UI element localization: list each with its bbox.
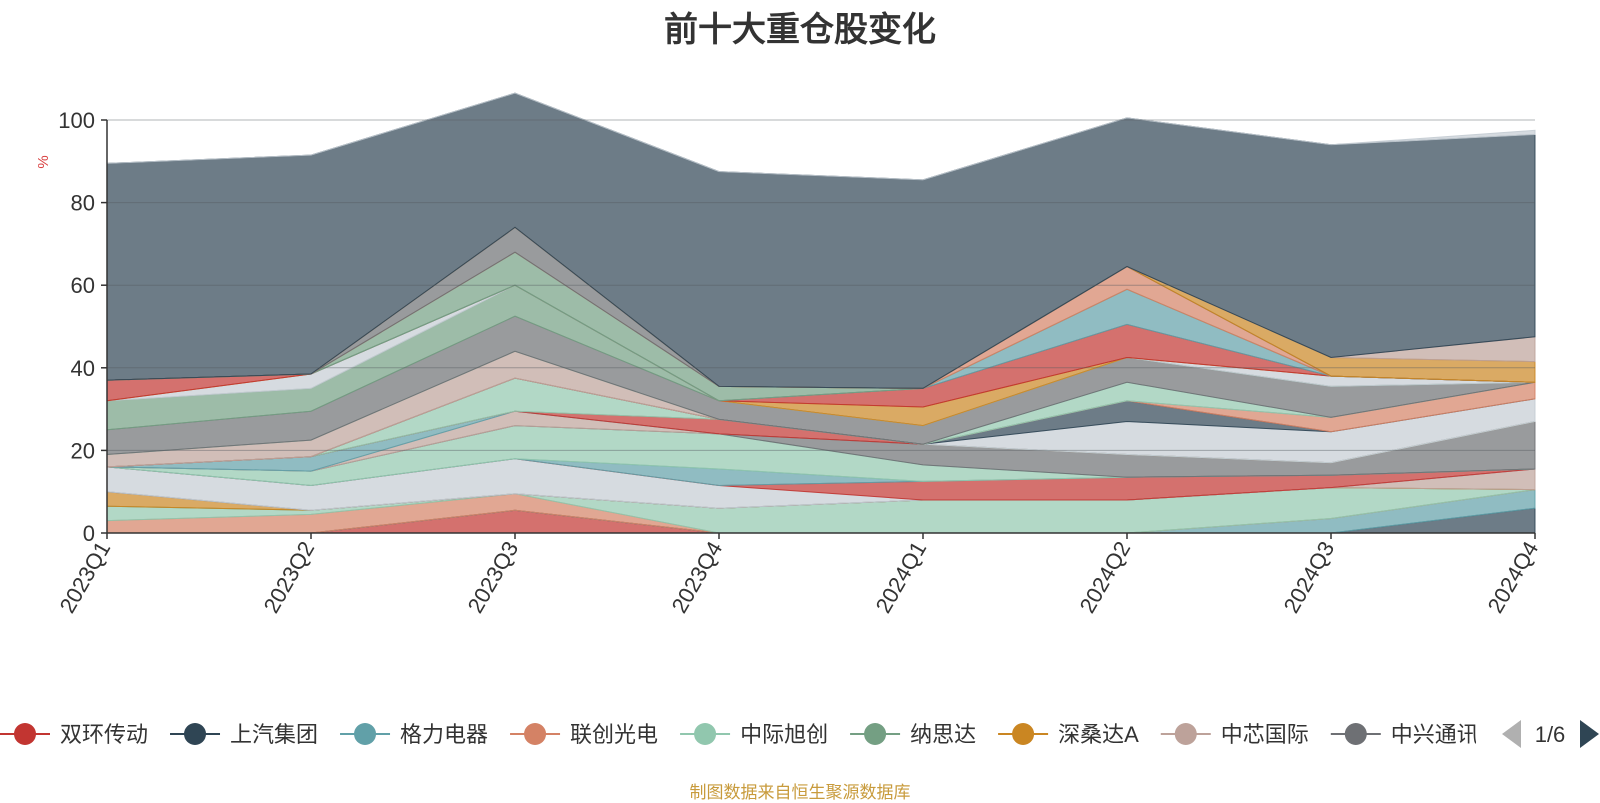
y-tick-label: 60 [71, 273, 95, 298]
legend-item[interactable]: 上汽集团 [170, 722, 318, 747]
y-tick-label: 40 [71, 356, 95, 381]
legend-item[interactable]: 中际旭创 [680, 722, 828, 747]
legend-label: 中际旭创 [740, 722, 828, 747]
x-tick-label: 2023Q3 [463, 537, 524, 617]
chart-title: 前十大重仓股变化 [664, 11, 936, 49]
x-tick-label: 2024Q3 [1279, 537, 1340, 617]
legend-label: 深桑达A [1058, 722, 1139, 747]
legend-item[interactable]: 双环传动 [0, 722, 148, 747]
legend: 双环传动 上汽集团 格力电器 联创光电 中际旭创 纳思达 深桑达A 中芯国际 中兴通讯 [0, 722, 1479, 747]
legend-swatch-marker [354, 723, 377, 745]
data-source-note: 制图数据来自恒生聚源数据库 [689, 783, 911, 802]
area-series-36[interactable] [106, 92, 1536, 181]
legend-next-page-icon[interactable] [1580, 720, 1599, 748]
x-tick-label: 2023Q2 [259, 537, 320, 617]
legend-swatch-marker [14, 723, 36, 745]
legend-swatch-marker [694, 723, 717, 745]
y-axis-ticks: 0 20 40 60 80 100 [58, 108, 107, 546]
series-areas [106, 92, 1536, 534]
x-tick-label: 2023Q4 [667, 537, 728, 617]
x-tick-label: 2024Q1 [871, 537, 932, 617]
legend-prev-page-icon[interactable] [1502, 720, 1521, 748]
legend-swatch-marker [524, 723, 547, 745]
legend-item[interactable]: 联创光电 [510, 722, 658, 747]
y-axis-unit-label: % [35, 155, 52, 168]
legend-label: 格力电器 [400, 722, 488, 747]
x-tick-label: 2024Q4 [1483, 537, 1544, 617]
legend-item[interactable]: 纳思达 [850, 722, 976, 747]
legend-item[interactable]: 深桑达A [998, 722, 1139, 747]
legend-label: 双环传动 [60, 722, 148, 747]
y-tick-label: 80 [71, 191, 95, 216]
y-tick-label: 20 [71, 438, 95, 463]
legend-swatch-marker [1344, 723, 1367, 745]
y-tick-label: 0 [83, 521, 95, 546]
legend-swatch-marker [184, 723, 207, 745]
x-tick-label: 2024Q2 [1075, 537, 1136, 617]
legend-swatch-marker [1174, 723, 1197, 745]
x-tick-label: 2023Q1 [55, 537, 116, 617]
grid-lines [107, 119, 1535, 451]
legend-swatch-marker [1012, 723, 1035, 745]
legend-label: 中兴通讯 [1391, 722, 1479, 747]
legend-label: 上汽集团 [230, 722, 318, 747]
legend-page-indicator: 1/6 [1535, 722, 1566, 747]
legend-item[interactable]: 格力电器 [340, 722, 488, 747]
area-series-35[interactable] [106, 92, 1536, 389]
legend-item[interactable]: 中兴通讯 [1330, 722, 1479, 747]
legend-label: 中芯国际 [1221, 722, 1309, 747]
legend-label: 纳思达 [910, 722, 976, 747]
legend-swatch-marker [864, 723, 887, 745]
x-axis-ticks: 2023Q1 2023Q2 2023Q3 2023Q4 2024Q1 2024Q2 2024… [55, 533, 1544, 617]
axes [106, 120, 1535, 534]
y-tick-label: 100 [58, 108, 95, 133]
legend-item[interactable]: 中芯国际 [1160, 722, 1309, 747]
legend-label: 联创光电 [570, 722, 658, 747]
